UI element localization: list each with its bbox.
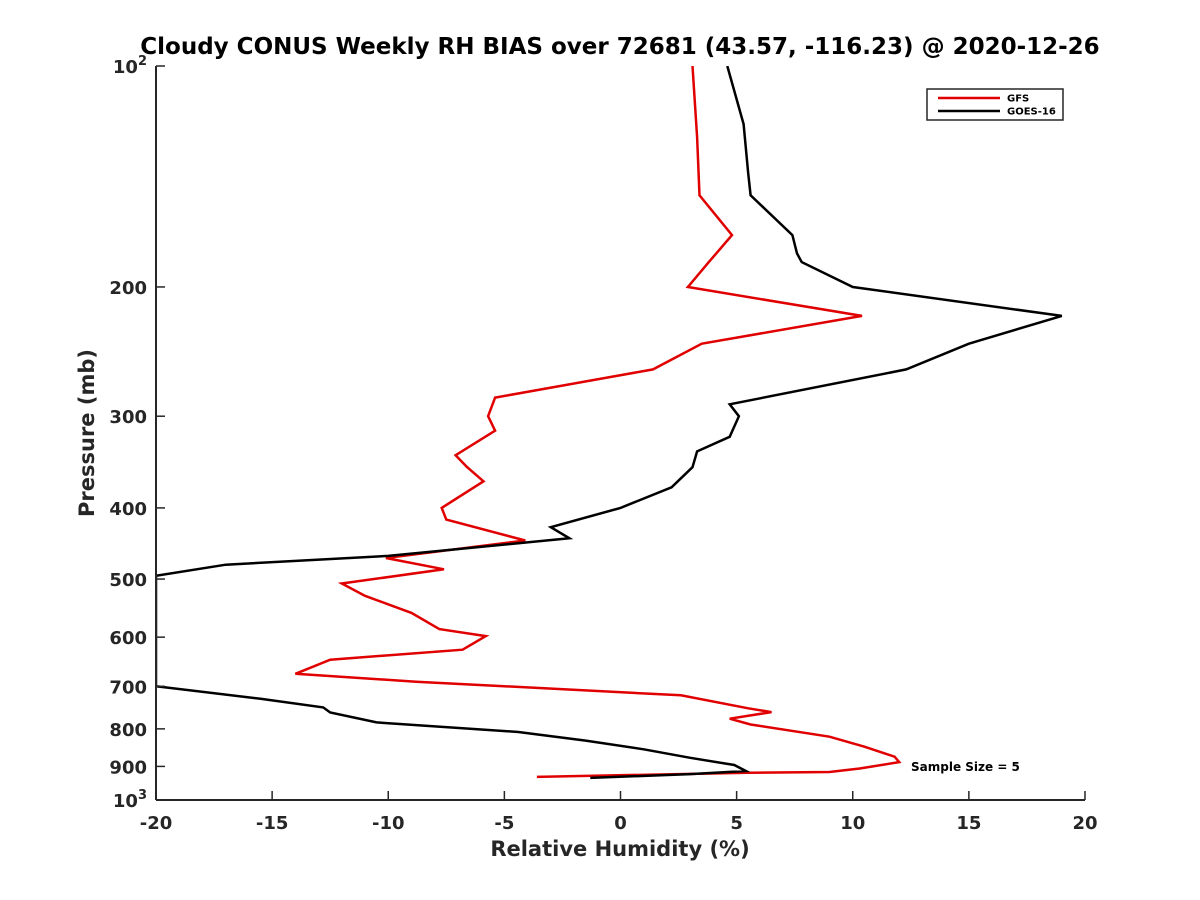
y-tick-label: 400	[109, 499, 147, 520]
chart-title: Cloudy CONUS Weekly RH BIAS over 72681 (…	[140, 34, 1099, 60]
x-axis-ticks: -20 -15 -10 -5 0 5 10 15 20	[140, 791, 1098, 834]
y-tick-label: 700	[109, 677, 147, 698]
y-tick-label: 900	[109, 757, 147, 778]
x-tick-label: -20	[140, 813, 173, 834]
sample-size-annotation: Sample Size = 5	[911, 760, 1020, 774]
y-tick-label: 500	[109, 570, 147, 591]
y-tick-label: 200	[109, 278, 147, 299]
plot-frame	[156, 66, 1085, 800]
x-tick-label: 20	[1072, 813, 1097, 834]
x-tick-label: 5	[730, 813, 743, 834]
legend-box	[926, 88, 1064, 121]
x-tick-label: -5	[494, 813, 514, 834]
series-layer	[156, 66, 1063, 780]
y-axis-label: Pressure (mb)	[75, 349, 99, 517]
series-line-gfs	[294, 66, 902, 779]
y-axis-ticks: 102 200 300 400 500 600 700 800 900 103	[109, 54, 165, 812]
x-tick-label: -15	[256, 813, 289, 834]
y-tick-label: 102	[113, 54, 147, 78]
x-tick-label: -10	[372, 813, 405, 834]
y-tick-label: 600	[109, 628, 147, 649]
y-tick-label: 300	[109, 407, 147, 428]
plot-area: -20 -15 -10 -5 0 5 10 15 20 102 200 300 400 500 600 70…	[109, 54, 1097, 834]
legend: GFS GOES-16	[926, 88, 1064, 121]
y-tick-label: 103	[113, 788, 147, 812]
x-tick-label: 10	[840, 813, 865, 834]
x-tick-label: 15	[956, 813, 981, 834]
legend-label: GOES-16	[1007, 107, 1056, 118]
series-line-goes-16	[156, 66, 1063, 780]
legend-label: GFS	[1007, 94, 1029, 105]
x-axis-label: Relative Humidity (%)	[490, 837, 749, 861]
y-tick-label: 800	[109, 720, 147, 741]
x-tick-label: 0	[614, 813, 627, 834]
